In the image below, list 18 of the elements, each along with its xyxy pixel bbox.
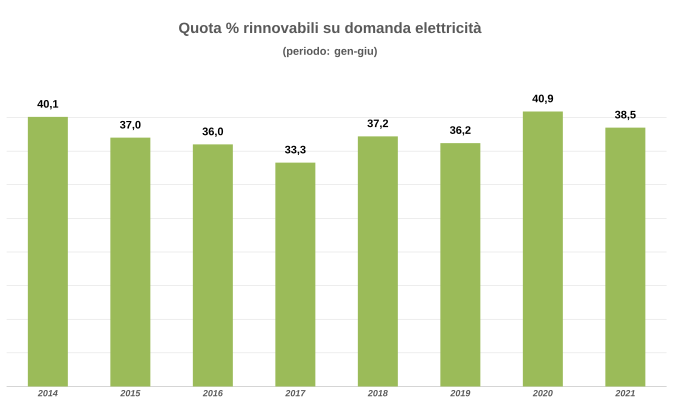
x-tick-label: 2019	[450, 390, 470, 396]
data-label: 36,2	[450, 126, 471, 136]
data-label: 40,9	[532, 94, 554, 104]
x-tick-label: 2017	[285, 390, 306, 396]
data-label: 33,3	[284, 146, 306, 156]
x-tick-label: 2016	[202, 390, 223, 396]
data-label: 38,5	[614, 110, 636, 120]
chart-title: Quota % rinnovabili su domanda elettricità	[179, 22, 482, 36]
data-label: 37,2	[367, 119, 388, 129]
x-tick-label: 2020	[532, 390, 553, 396]
x-tick-label: 2018	[368, 390, 388, 396]
x-tick-label: 2014	[38, 390, 58, 396]
data-label: 40,1	[37, 100, 58, 110]
data-label: 37,0	[120, 120, 141, 130]
chart-subtitle: (periodo: gen-giu)	[283, 46, 377, 58]
x-tick-label: 2015	[120, 390, 140, 396]
data-label: 36,0	[202, 128, 224, 137]
x-tick-label: 2021	[615, 390, 635, 396]
